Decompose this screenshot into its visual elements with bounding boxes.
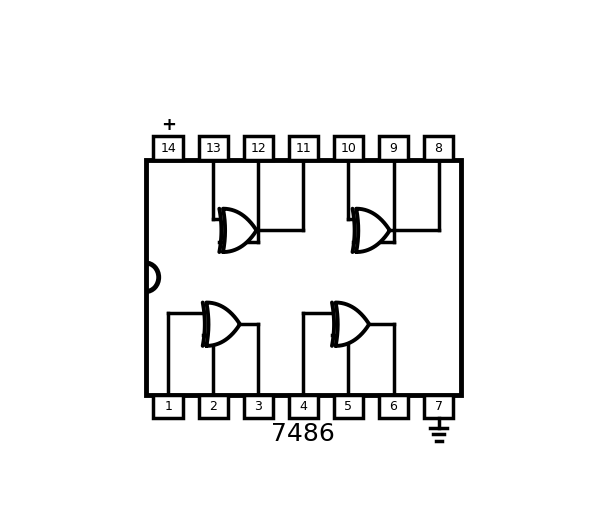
Bar (289, 136, 318, 160)
Bar (146, 160, 461, 395)
Bar (289, 395, 318, 418)
Text: 2: 2 (210, 400, 217, 413)
Bar (379, 395, 408, 418)
Text: 4: 4 (300, 400, 307, 413)
Text: 3: 3 (255, 400, 262, 413)
Bar (198, 136, 228, 160)
Text: 8: 8 (435, 142, 443, 155)
Text: 11: 11 (295, 142, 311, 155)
Polygon shape (336, 303, 369, 346)
Polygon shape (207, 303, 240, 346)
Text: 1: 1 (165, 400, 172, 413)
Text: 5: 5 (345, 400, 352, 413)
Bar (334, 395, 363, 418)
Text: 12: 12 (250, 142, 266, 155)
Bar (198, 395, 228, 418)
Bar (424, 395, 453, 418)
Text: 7486: 7486 (272, 422, 335, 446)
Text: 9: 9 (390, 142, 397, 155)
Bar (334, 136, 363, 160)
Text: 7: 7 (435, 400, 443, 413)
Text: 10: 10 (340, 142, 356, 155)
Polygon shape (356, 209, 390, 252)
Bar (153, 395, 183, 418)
Bar (424, 136, 453, 160)
Polygon shape (223, 209, 256, 252)
Text: 13: 13 (205, 142, 221, 155)
Text: 6: 6 (390, 400, 397, 413)
Bar (153, 136, 183, 160)
Bar (243, 136, 273, 160)
Text: 14: 14 (160, 142, 176, 155)
Bar (379, 136, 408, 160)
Text: +: + (161, 116, 176, 134)
Bar (243, 395, 273, 418)
